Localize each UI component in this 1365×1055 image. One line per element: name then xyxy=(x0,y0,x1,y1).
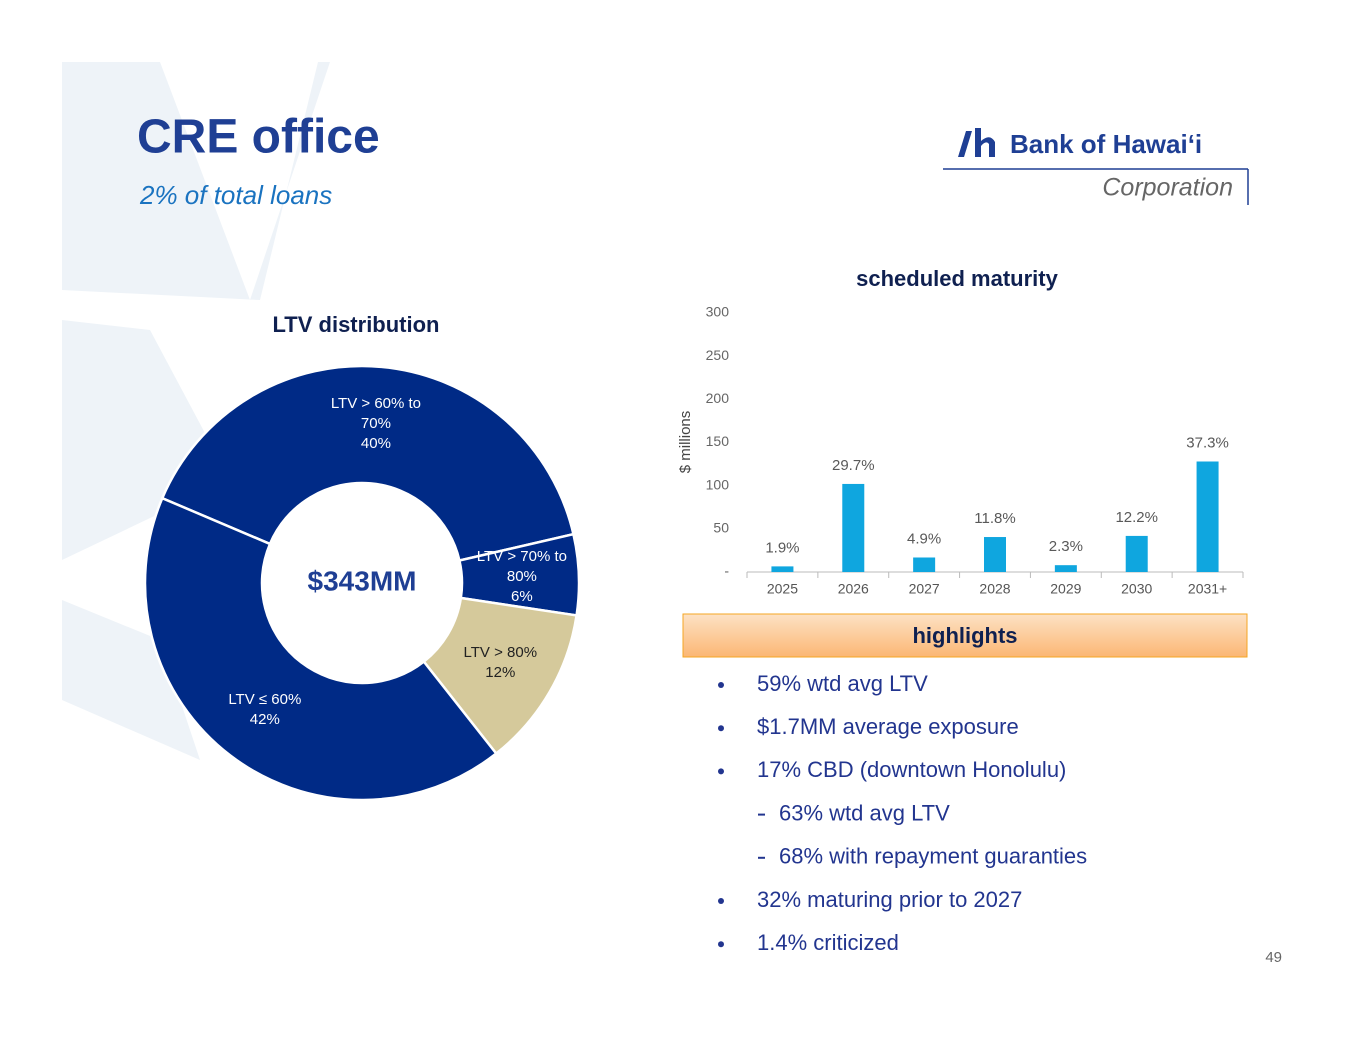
data-label: 37.3% xyxy=(1186,434,1229,451)
y-tick-label: 100 xyxy=(706,476,730,492)
slice-value: 40% xyxy=(360,434,391,452)
center-label: $343MM xyxy=(308,565,417,596)
data-label: 11.8% xyxy=(974,510,1015,527)
slice-value: 12% xyxy=(485,664,516,682)
y-tick-label: 150 xyxy=(706,433,730,449)
x-tick-label: 2027 xyxy=(909,581,940,597)
logo-name: Bank of Hawai‘i xyxy=(1010,129,1202,159)
highlight-item: 1.4% criticized xyxy=(757,930,899,955)
slice-label: LTV > 80% 12% xyxy=(450,643,550,683)
slice-label: LTV > 70% to 80% 6% xyxy=(476,547,568,607)
donut-slice xyxy=(143,496,498,802)
bullet xyxy=(718,768,724,775)
data-label: 2.3% xyxy=(1049,538,1083,555)
bar xyxy=(1196,461,1219,572)
bullet xyxy=(718,941,724,948)
bullet xyxy=(718,682,724,688)
y-tick-label: 300 xyxy=(706,304,730,320)
x-tick-label: 2028 xyxy=(979,581,1010,597)
slice-category: LTV > 70% to 80% xyxy=(476,547,567,585)
highlight-item: 59% wtd avg LTV xyxy=(757,671,928,696)
donut-slice xyxy=(160,364,575,563)
highlight-item: 63% wtd avg LTV xyxy=(779,800,950,825)
bar xyxy=(984,537,1006,572)
bullet xyxy=(718,898,724,904)
highlight-item: 68% with repayment guaranties xyxy=(779,844,1087,869)
y-axis-label: $ millions xyxy=(677,411,694,474)
slice-value: 6% xyxy=(511,587,533,605)
slice-category: LTV > 80% xyxy=(463,644,538,662)
x-tick-label: 2029 xyxy=(1050,581,1081,597)
y-tick-label: - xyxy=(724,563,729,579)
bar xyxy=(913,557,936,572)
slice-category: LTV > 60% to 70% xyxy=(330,394,422,432)
bar xyxy=(771,566,794,572)
bullet xyxy=(718,725,724,732)
chart-title: scheduled maturity xyxy=(856,266,1058,291)
highlights-title: highlights xyxy=(912,623,1017,648)
y-tick-label: 50 xyxy=(713,520,729,536)
highlight-item: $1.7MM average exposure xyxy=(757,714,1019,739)
data-label: 1.9% xyxy=(765,539,799,556)
x-tick-label: 2030 xyxy=(1121,581,1152,597)
slice-category: LTV ≤ 60% xyxy=(228,691,302,709)
bar xyxy=(1125,535,1148,572)
x-tick-label: 2025 xyxy=(767,581,798,597)
highlight-item: 17% CBD (downtown Honolulu) xyxy=(757,757,1066,782)
x-tick-label: 2031+ xyxy=(1188,581,1227,597)
y-tick-label: 200 xyxy=(706,390,730,406)
title: CRE office xyxy=(137,111,380,164)
data-label: 4.9% xyxy=(907,530,941,547)
logo: Bank of Hawai‘i Corporation xyxy=(943,128,1249,205)
data-label: 29.7% xyxy=(832,457,875,474)
data-label: 12.2% xyxy=(1115,509,1158,526)
subtitle: 2% of total loans xyxy=(139,180,332,210)
chart-title: LTV distribution xyxy=(272,312,439,337)
logo-sub: Corporation xyxy=(1102,174,1233,202)
bar xyxy=(1054,565,1077,572)
highlight-item: 32% maturing prior to 2027 xyxy=(757,887,1022,912)
slice-label: LTV > 60% to 70% 40% xyxy=(316,394,436,454)
page-number: 49 xyxy=(1265,949,1282,966)
highlights-box xyxy=(682,613,1248,658)
x-tick-label: 2026 xyxy=(838,581,869,597)
slice-value: 42% xyxy=(249,711,280,729)
y-tick-label: 250 xyxy=(706,347,730,363)
slice-label: LTV ≤ 60% 42% xyxy=(215,690,315,730)
bar xyxy=(842,483,865,572)
